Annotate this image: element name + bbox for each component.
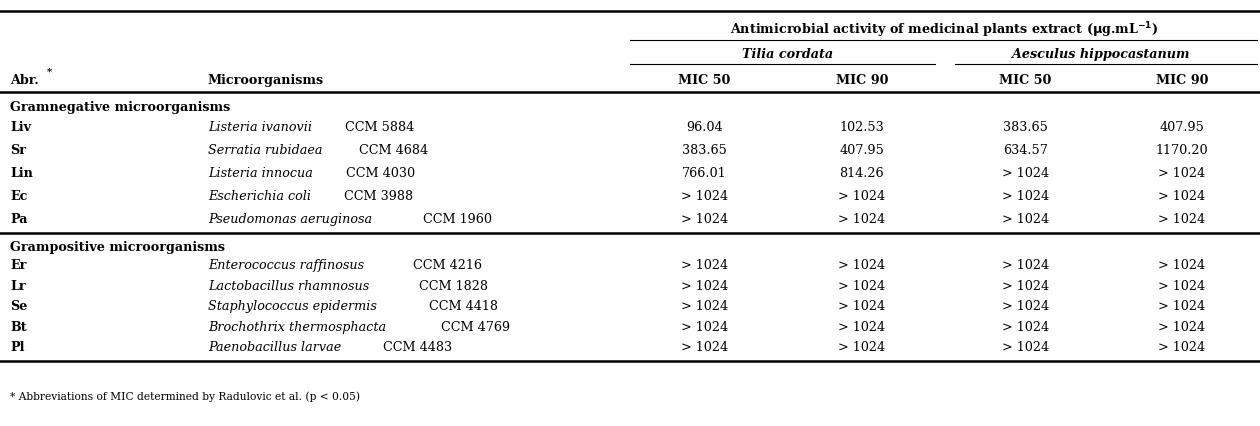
Text: > 1024: > 1024 [1002,213,1050,225]
Text: Abr.: Abr. [10,74,39,86]
Text: Paenobacillus larvae: Paenobacillus larvae [208,340,344,353]
Text: 634.57: 634.57 [1003,144,1048,156]
Text: 766.01: 766.01 [682,167,727,179]
Text: 383.65: 383.65 [1003,121,1048,133]
Text: > 1024: > 1024 [838,213,886,225]
Text: 96.04: 96.04 [685,121,723,133]
Text: CCM 3988: CCM 3988 [344,190,413,202]
Text: * Abbreviations of MIC determined by Radulovic et al. (p < 0.05): * Abbreviations of MIC determined by Rad… [10,390,360,400]
Text: Pl: Pl [10,340,25,353]
Text: MIC 90: MIC 90 [835,74,888,86]
Text: Gramnegative microorganisms: Gramnegative microorganisms [10,101,231,114]
Text: > 1024: > 1024 [1002,259,1050,271]
Text: Escherichia coli: Escherichia coli [208,190,314,202]
Text: MIC 90: MIC 90 [1155,74,1208,86]
Text: CCM 1828: CCM 1828 [420,279,488,292]
Text: MIC 50: MIC 50 [999,74,1052,86]
Text: CCM 4418: CCM 4418 [428,299,498,312]
Text: Brochothrix thermosphacta: Brochothrix thermosphacta [208,320,388,333]
Text: > 1024: > 1024 [1002,279,1050,292]
Text: > 1024: > 1024 [1158,213,1206,225]
Text: CCM 4684: CCM 4684 [359,144,428,156]
Text: Lr: Lr [10,279,25,292]
Text: CCM 1960: CCM 1960 [423,213,491,225]
Text: Sr: Sr [10,144,26,156]
Text: Enterococcus raffinosus: Enterococcus raffinosus [208,259,367,271]
Text: > 1024: > 1024 [1158,299,1206,312]
Text: > 1024: > 1024 [1002,299,1050,312]
Text: > 1024: > 1024 [680,340,728,353]
Text: Lin: Lin [10,167,33,179]
Text: > 1024: > 1024 [680,213,728,225]
Text: > 1024: > 1024 [838,259,886,271]
Text: > 1024: > 1024 [1158,340,1206,353]
Text: > 1024: > 1024 [838,320,886,333]
Text: > 1024: > 1024 [1002,320,1050,333]
Text: CCM 5884: CCM 5884 [345,121,415,133]
Text: Staphylococcus epidermis: Staphylococcus epidermis [208,299,379,312]
Text: > 1024: > 1024 [680,279,728,292]
Text: > 1024: > 1024 [1158,190,1206,202]
Text: Microorganisms: Microorganisms [208,74,324,86]
Text: CCM 4216: CCM 4216 [412,259,481,271]
Text: CCM 4769: CCM 4769 [441,320,510,333]
Text: Serratia rubidaea: Serratia rubidaea [208,144,325,156]
Text: Pseudomonas aeruginosa: Pseudomonas aeruginosa [208,213,374,225]
Text: > 1024: > 1024 [1158,167,1206,179]
Text: 814.26: 814.26 [839,167,885,179]
Text: Tilia cordata: Tilia cordata [742,48,833,61]
Text: Grampositive microorganisms: Grampositive microorganisms [10,241,226,253]
Text: > 1024: > 1024 [1002,340,1050,353]
Text: > 1024: > 1024 [1158,279,1206,292]
Text: Se: Se [10,299,28,312]
Text: 102.53: 102.53 [839,121,885,133]
Text: > 1024: > 1024 [680,299,728,312]
Text: Aesculus hippocastanum: Aesculus hippocastanum [1013,48,1189,61]
Text: *: * [47,68,52,77]
Text: > 1024: > 1024 [680,259,728,271]
Text: Antimicrobial activity of medicinal plants extract ($\mathbf{\mu}$g.mL$\mathbf{^: Antimicrobial activity of medicinal plan… [730,20,1158,40]
Text: 383.65: 383.65 [682,144,727,156]
Text: MIC 50: MIC 50 [678,74,731,86]
Text: Liv: Liv [10,121,32,133]
Text: 407.95: 407.95 [1159,121,1205,133]
Text: > 1024: > 1024 [1158,259,1206,271]
Text: Pa: Pa [10,213,28,225]
Text: 1170.20: 1170.20 [1155,144,1208,156]
Text: > 1024: > 1024 [1158,320,1206,333]
Text: > 1024: > 1024 [1002,190,1050,202]
Text: CCM 4030: CCM 4030 [346,167,416,179]
Text: Bt: Bt [10,320,26,333]
Text: > 1024: > 1024 [838,299,886,312]
Text: Er: Er [10,259,26,271]
Text: > 1024: > 1024 [1002,167,1050,179]
Text: 407.95: 407.95 [839,144,885,156]
Text: Listeria ivanovii: Listeria ivanovii [208,121,315,133]
Text: CCM 4483: CCM 4483 [383,340,452,353]
Text: > 1024: > 1024 [838,190,886,202]
Text: > 1024: > 1024 [680,320,728,333]
Text: > 1024: > 1024 [838,340,886,353]
Text: Lactobacillus rhamnosus: Lactobacillus rhamnosus [208,279,372,292]
Text: Listeria innocua: Listeria innocua [208,167,315,179]
Text: Ec: Ec [10,190,28,202]
Text: > 1024: > 1024 [838,279,886,292]
Text: > 1024: > 1024 [680,190,728,202]
